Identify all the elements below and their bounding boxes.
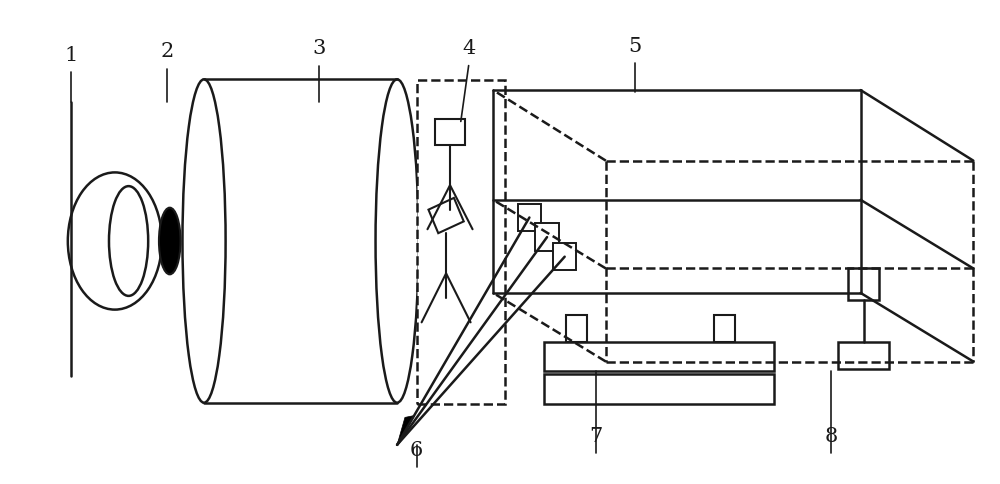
Bar <box>535 224 559 251</box>
Bar <box>848 269 879 300</box>
Text: 4: 4 <box>462 39 475 59</box>
Bar <box>566 316 587 342</box>
Text: 2: 2 <box>160 42 173 61</box>
Bar <box>417 81 505 404</box>
Ellipse shape <box>159 208 181 275</box>
Bar <box>208 202 259 266</box>
Text: 3: 3 <box>312 39 325 59</box>
Text: 6: 6 <box>410 440 423 459</box>
Bar <box>435 120 465 146</box>
Text: 1: 1 <box>64 46 77 65</box>
Bar <box>714 316 735 342</box>
Text: 7: 7 <box>589 425 603 445</box>
Text: 8: 8 <box>825 425 838 445</box>
Bar <box>518 204 541 232</box>
Ellipse shape <box>109 187 148 296</box>
Ellipse shape <box>68 173 162 310</box>
Bar <box>838 342 889 370</box>
Bar <box>553 243 576 271</box>
Ellipse shape <box>376 80 419 403</box>
Polygon shape <box>397 416 415 445</box>
Bar <box>204 80 397 403</box>
Bar <box>544 375 774 404</box>
Text: 5: 5 <box>629 36 642 55</box>
Bar <box>544 342 774 372</box>
Ellipse shape <box>182 80 226 403</box>
Polygon shape <box>428 198 464 234</box>
